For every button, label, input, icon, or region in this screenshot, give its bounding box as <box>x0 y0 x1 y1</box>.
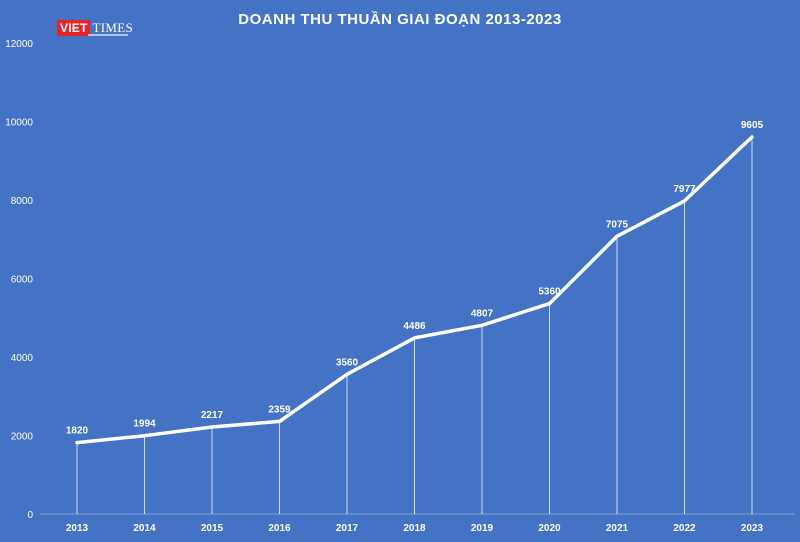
data-point <box>143 434 146 438</box>
viettimes-logo: VIET TIMES <box>57 19 133 37</box>
x-tick-label: 2013 <box>66 523 89 534</box>
data-point <box>750 135 754 139</box>
x-tick-label: 2014 <box>133 523 156 534</box>
data-point <box>683 199 686 203</box>
x-tick-label: 2020 <box>538 523 561 534</box>
axes-layer: 0 2000 4000 6000 8000 10000 12000 2013 2014 2015 2… <box>5 39 795 534</box>
data-label: 1820 <box>66 426 89 437</box>
x-tick-label: 2021 <box>606 523 629 534</box>
data-labels-layer: 1820 1994 2217 2359 3560 4486 4807 5360 7075 7977… <box>66 120 764 437</box>
data-label: 7075 <box>606 219 629 230</box>
chart-title: DOANH THU THUẦN GIAI ĐOẠN 2013-2023 <box>238 11 561 28</box>
x-tick-label: 2022 <box>673 523 696 534</box>
data-label: 1994 <box>133 419 156 430</box>
data-point <box>615 234 619 238</box>
y-tick-label: 10000 <box>5 118 33 129</box>
x-tick-label: 2018 <box>403 523 426 534</box>
logo-tagline-line <box>88 34 128 36</box>
data-point <box>210 425 214 429</box>
y-tick-label: 2000 <box>11 432 34 443</box>
data-point <box>480 323 484 327</box>
logo-viet-text: VIET <box>57 20 91 36</box>
data-point <box>75 441 79 445</box>
data-point <box>345 372 349 376</box>
x-tick-label: 2019 <box>471 523 494 534</box>
data-label: 4486 <box>403 321 426 332</box>
data-label: 3560 <box>336 357 359 368</box>
data-label: 2217 <box>201 410 224 421</box>
x-tick-label: 2017 <box>336 523 359 534</box>
y-tick-label: 12000 <box>5 39 33 50</box>
data-label: 5360 <box>538 287 561 298</box>
x-tick-label: 2015 <box>201 523 224 534</box>
data-point <box>548 302 551 306</box>
y-tick-label: 4000 <box>11 353 34 364</box>
y-tick-label: 8000 <box>11 196 34 207</box>
logo-times-text: TIMES <box>92 20 133 35</box>
series-line-layer <box>75 135 754 445</box>
data-label: 2359 <box>268 404 291 415</box>
data-point <box>413 336 416 340</box>
y-tick-label: 6000 <box>11 275 34 286</box>
x-tick-label: 2016 <box>268 523 291 534</box>
y-tick-label: 0 <box>27 510 33 521</box>
data-label: 9605 <box>741 120 764 131</box>
x-tick-label: 2023 <box>741 523 764 534</box>
data-label: 4807 <box>471 308 494 319</box>
data-point <box>278 419 281 423</box>
drop-lines <box>76 137 753 514</box>
data-label: 7977 <box>673 184 696 195</box>
